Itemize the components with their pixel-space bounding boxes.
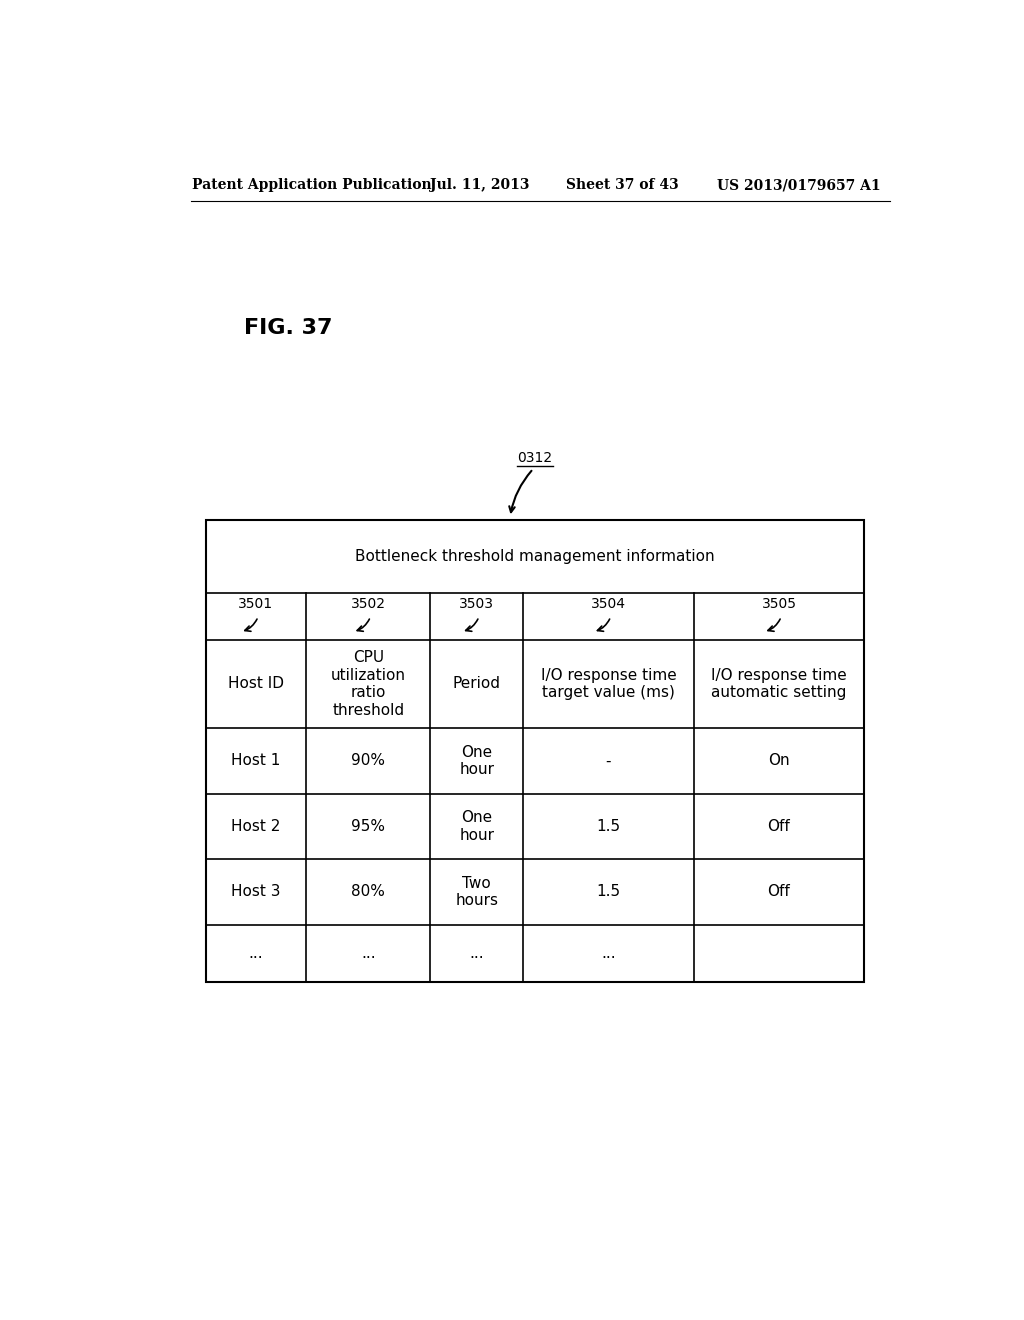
Text: Patent Application Publication: Patent Application Publication <box>191 178 431 193</box>
Text: ...: ... <box>601 946 615 961</box>
Text: I/O response time
target value (ms): I/O response time target value (ms) <box>541 668 677 700</box>
Text: Off: Off <box>768 884 791 899</box>
Text: Two
hours: Two hours <box>456 875 499 908</box>
Text: 3504: 3504 <box>591 598 626 611</box>
Text: Bottleneck threshold management information: Bottleneck threshold management informat… <box>355 549 715 565</box>
Text: ...: ... <box>249 946 263 961</box>
Text: Off: Off <box>768 818 791 834</box>
Bar <box>206 520 864 982</box>
Text: 1.5: 1.5 <box>596 818 621 834</box>
Text: 0312: 0312 <box>517 451 552 465</box>
Text: 95%: 95% <box>351 818 385 834</box>
Text: Host 3: Host 3 <box>231 884 281 899</box>
Text: I/O response time
automatic setting: I/O response time automatic setting <box>711 668 847 700</box>
Text: 3505: 3505 <box>762 598 797 611</box>
Text: -: - <box>606 754 611 768</box>
Text: Host 2: Host 2 <box>231 818 281 834</box>
Text: ...: ... <box>469 946 484 961</box>
Text: On: On <box>768 754 790 768</box>
Text: 3503: 3503 <box>459 598 495 611</box>
Text: ...: ... <box>360 946 376 961</box>
Text: Sheet 37 of 43: Sheet 37 of 43 <box>566 178 679 193</box>
Text: FIG. 37: FIG. 37 <box>245 318 333 338</box>
Text: US 2013/0179657 A1: US 2013/0179657 A1 <box>717 178 881 193</box>
Text: 3502: 3502 <box>351 598 386 611</box>
Text: Jul. 11, 2013: Jul. 11, 2013 <box>430 178 529 193</box>
Text: CPU
utilization
ratio
threshold: CPU utilization ratio threshold <box>331 651 406 718</box>
Text: Period: Period <box>453 676 501 692</box>
Text: 3501: 3501 <box>239 598 273 611</box>
Text: Host 1: Host 1 <box>231 754 281 768</box>
Text: 1.5: 1.5 <box>596 884 621 899</box>
Text: One
hour: One hour <box>459 744 495 777</box>
Text: One
hour: One hour <box>459 810 495 842</box>
Text: 80%: 80% <box>351 884 385 899</box>
Text: 90%: 90% <box>351 754 385 768</box>
Text: Host ID: Host ID <box>228 676 284 692</box>
